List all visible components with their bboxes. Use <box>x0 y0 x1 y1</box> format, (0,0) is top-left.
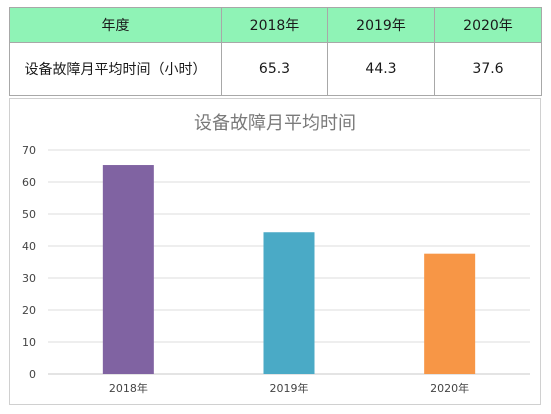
bar-2018年 <box>102 165 154 374</box>
x-tick-label: 2018年 <box>109 381 148 395</box>
data-table: 年度 2018年 2019年 2020年 设备故障月平均时间（小时） 65.3 … <box>9 7 542 96</box>
y-tick-label: 30 <box>22 272 36 285</box>
row-label-cell: 设备故障月平均时间（小时） <box>9 42 222 96</box>
value-cell-2018: 65.3 <box>221 42 328 96</box>
chart-title: 设备故障月平均时间 <box>194 113 356 134</box>
bar-2020年 <box>424 253 476 374</box>
bar-2019年 <box>263 232 315 374</box>
y-tick-label: 0 <box>29 368 36 381</box>
header-cell-2018: 2018年 <box>221 7 328 43</box>
bar-chart: 设备故障月平均时间 0 10 20 30 40 50 60 70 2018年 2019年 2020… <box>9 98 541 405</box>
header-cell-2020: 2020年 <box>434 7 542 43</box>
header-cell-year: 年度 <box>9 7 222 43</box>
y-tick-label: 50 <box>22 208 36 221</box>
y-tick-label: 60 <box>22 176 36 189</box>
value-cell-2020: 37.6 <box>434 42 542 96</box>
table-row: 设备故障月平均时间（小时） 65.3 44.3 37.6 <box>9 42 542 96</box>
y-tick-label: 70 <box>22 144 36 157</box>
x-tick-label: 2020年 <box>430 381 469 395</box>
value-cell-2019: 44.3 <box>327 42 435 96</box>
y-tick-label: 40 <box>22 240 36 253</box>
header-cell-2019: 2019年 <box>327 7 435 43</box>
x-tick-label: 2019年 <box>270 381 309 395</box>
y-tick-label: 10 <box>22 336 36 349</box>
y-tick-label: 20 <box>22 304 36 317</box>
chart-canvas: 设备故障月平均时间 0 10 20 30 40 50 60 70 2018年 2019年 2020… <box>22 113 530 395</box>
table-header-row: 年度 2018年 2019年 2020年 <box>9 7 542 43</box>
